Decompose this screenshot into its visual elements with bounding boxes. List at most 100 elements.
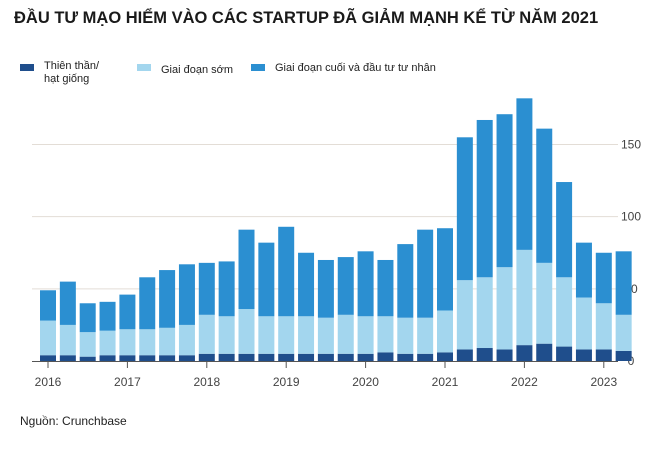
bar-early [476, 277, 493, 349]
bar-early [337, 314, 354, 354]
bar-seed [119, 355, 136, 361]
legend-label-seed-line2: hạt giống [44, 73, 90, 85]
bar-early [317, 317, 334, 354]
bar-late [59, 281, 76, 325]
bar-early [119, 329, 136, 356]
bar-late [595, 252, 612, 304]
legend-swatch-late [251, 64, 265, 71]
bar-early [397, 317, 414, 354]
bar-seed [536, 343, 553, 361]
bar-early [456, 280, 473, 350]
bar-late [218, 261, 235, 317]
bar-late [556, 182, 573, 278]
legend-swatch-early [137, 64, 151, 71]
bar-early [357, 316, 374, 354]
bar-late [536, 128, 553, 263]
legend-label-early: Giai đoạn sớm [161, 64, 233, 77]
bar-early [536, 262, 553, 344]
bar-late [516, 98, 533, 250]
bar-early [377, 316, 394, 353]
x-tick-label: 2016 [35, 375, 62, 389]
bar-early [139, 329, 156, 356]
bar-late [278, 226, 295, 317]
bar-seed [59, 355, 76, 361]
bar-seed [377, 352, 394, 361]
bar-seed [595, 349, 612, 361]
x-tick-label: 2021 [432, 375, 459, 389]
bar-late [139, 277, 156, 330]
legend-label-seed: Thiên thần/ hạt giống [44, 60, 99, 86]
x-tick-label: 2017 [114, 375, 141, 389]
bar-seed [218, 353, 235, 361]
bar-seed [615, 350, 632, 361]
bar-late [417, 229, 434, 318]
source-note: Nguồn: Crunchbase [20, 414, 127, 428]
bar-seed [40, 355, 56, 361]
bar-late [575, 242, 592, 298]
x-tick-label: 2022 [511, 375, 538, 389]
bar-seed [159, 355, 176, 361]
bar-early [159, 327, 176, 356]
x-tick-label: 2023 [590, 375, 617, 389]
bar-late [476, 119, 493, 278]
legend-label-early-text: Giai đoạn sớm [161, 64, 234, 76]
bar-late [159, 270, 176, 328]
bar-late [40, 290, 56, 321]
bar-late [79, 303, 96, 333]
bar-early [198, 314, 215, 354]
bar-late [357, 251, 374, 317]
bar-late [377, 259, 394, 317]
bar-late [397, 244, 414, 318]
bar-late [317, 259, 334, 318]
bar-late [456, 137, 473, 281]
bar-early [178, 324, 195, 356]
bar-seed [278, 353, 295, 361]
bar-seed [178, 355, 195, 361]
legend-label-late-text: Giai đoạn cuối và đầu tư tư nhân [275, 62, 436, 74]
legend-label-seed-line1: Thiên thần/ [44, 60, 100, 72]
bar-early [238, 309, 255, 354]
bar-seed [317, 353, 334, 361]
bar-seed [198, 353, 215, 361]
bar-seed [496, 349, 513, 361]
bar-seed [456, 349, 473, 361]
bar-late [99, 301, 116, 331]
bar-early [496, 267, 513, 350]
bar-late [437, 228, 453, 311]
bar-seed [575, 349, 592, 361]
x-tick-label: 2018 [193, 375, 220, 389]
bar-early [417, 317, 434, 354]
bar-early [40, 320, 56, 356]
bar-early [575, 297, 592, 350]
bar-late [119, 294, 136, 330]
legend-swatch-seed [20, 64, 34, 71]
bar-late [615, 251, 632, 315]
bar-late [238, 229, 255, 310]
bar-seed [397, 353, 414, 361]
bar-early [615, 314, 632, 351]
bar-seed [139, 355, 156, 361]
bar-late [258, 242, 275, 317]
bar-early [437, 310, 453, 353]
bar-seed [238, 353, 255, 361]
legend-label-late: Giai đoạn cuối và đầu tư tư nhân [275, 62, 436, 75]
chart-title: ĐẦU TƯ MẠO HIỂM VÀO CÁC STARTUP ĐÃ GIẢM … [14, 9, 599, 27]
x-tick-label: 2019 [273, 375, 300, 389]
bar-seed [99, 355, 116, 361]
y-tick-label: 150 [621, 138, 641, 152]
x-tick-label: 2020 [352, 375, 379, 389]
bar-seed [337, 353, 354, 361]
bar-seed [79, 356, 96, 361]
bar-late [298, 252, 315, 317]
bar-seed [258, 353, 275, 361]
bar-early [99, 330, 116, 356]
y-tick-label: 100 [621, 210, 641, 224]
bar-late [337, 257, 354, 315]
bar-seed [556, 346, 573, 361]
bar-early [298, 316, 315, 354]
bar-seed [357, 353, 374, 361]
bar-late [496, 114, 513, 268]
bar-late [198, 262, 215, 315]
bar-early [595, 303, 612, 350]
